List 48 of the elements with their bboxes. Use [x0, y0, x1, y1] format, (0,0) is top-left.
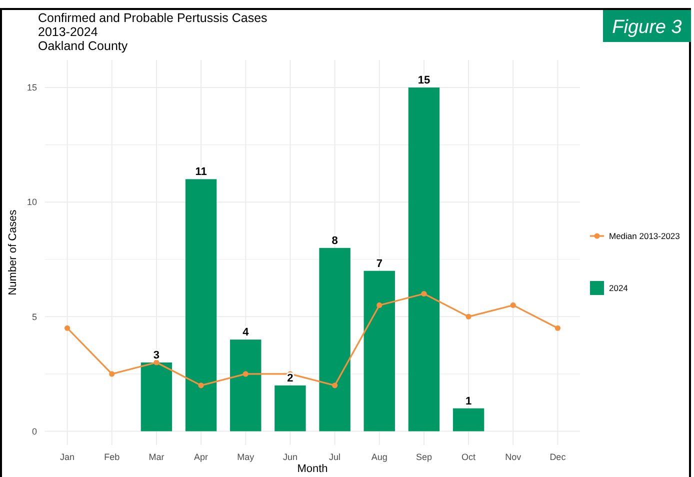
bar	[230, 340, 262, 432]
point	[554, 325, 561, 331]
data-label: 7	[376, 258, 382, 270]
x-tick-label: Mar	[148, 452, 164, 462]
data-label: 4	[242, 326, 250, 339]
x-axis-title: Month	[297, 463, 328, 475]
x-tick-label: Nov	[505, 452, 522, 462]
point	[376, 302, 382, 308]
bar	[319, 248, 350, 432]
y-axis-title: Number of Cases	[7, 209, 19, 296]
caption: Figure 3	[612, 17, 682, 38]
point	[242, 371, 248, 377]
point	[466, 314, 472, 320]
x-tick-label: Apr	[194, 452, 208, 462]
x-tick-label: Jan	[60, 452, 75, 462]
y-tick-label: 15	[26, 82, 37, 93]
y-tick-label: 10	[26, 197, 37, 208]
x-tick-label: Feb	[104, 452, 120, 462]
legend-label: 2024	[609, 282, 628, 293]
x-tick-label: Jul	[329, 452, 341, 462]
data-label: 8	[332, 234, 338, 247]
point	[510, 302, 516, 308]
x-tick-label: Aug	[371, 452, 388, 462]
point	[421, 290, 427, 297]
chart-title: Confirmed and Probable Pertussis Cases 2013-2024 Oakland County	[38, 11, 268, 53]
y-tick-label: 0	[32, 426, 37, 436]
x-tick-label: Oct	[462, 452, 476, 462]
data-label: 2	[287, 372, 294, 384]
x-tick-label: May	[237, 452, 255, 462]
x-tick-label: Dec	[550, 452, 566, 462]
y-tick-label: 5	[32, 312, 37, 322]
data-label: 1	[465, 395, 472, 408]
legend-label: Median 2013-2023	[609, 230, 680, 241]
data-label: 11	[195, 166, 207, 178]
data-label: 3	[153, 350, 160, 362]
bar	[408, 88, 440, 432]
data-label: 15	[418, 74, 430, 86]
point	[64, 325, 70, 331]
bar	[140, 362, 172, 432]
point	[109, 371, 115, 377]
bar	[364, 270, 395, 432]
bar	[185, 179, 217, 432]
point	[198, 382, 204, 388]
bar	[452, 408, 484, 432]
point	[332, 382, 338, 388]
x-tick-label: Sep	[416, 452, 432, 462]
bar	[274, 385, 306, 432]
x-tick-label: Jun	[282, 452, 298, 462]
